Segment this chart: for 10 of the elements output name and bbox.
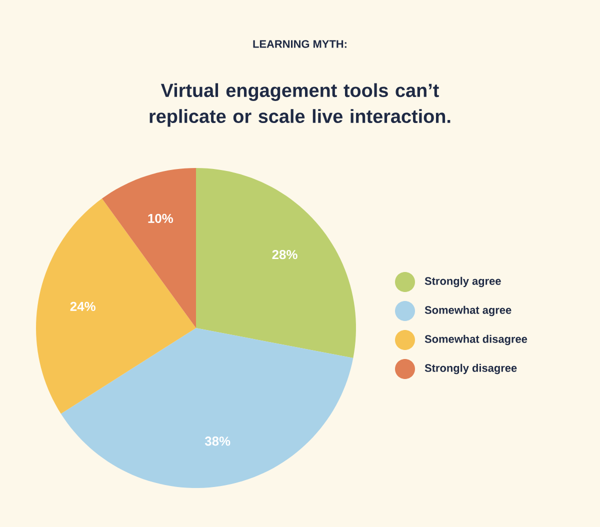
data-label: 38% [204, 436, 230, 446]
legend-label: Somewhat agree [424, 306, 512, 316]
legend-label: Strongly disagree [424, 364, 517, 374]
chart-subtitle: LEARNING MYTH: [253, 40, 346, 48]
data-label: 10% [148, 214, 174, 224]
data-label: 24% [70, 302, 96, 311]
data-label: 28% [272, 250, 298, 260]
chart-title: Virtual engagement tools can’t replicate or scale live interaction. [150, 83, 450, 127]
legend-label: Strongly agree [424, 276, 501, 288]
legend-label: Somewhat disagree [424, 334, 528, 346]
